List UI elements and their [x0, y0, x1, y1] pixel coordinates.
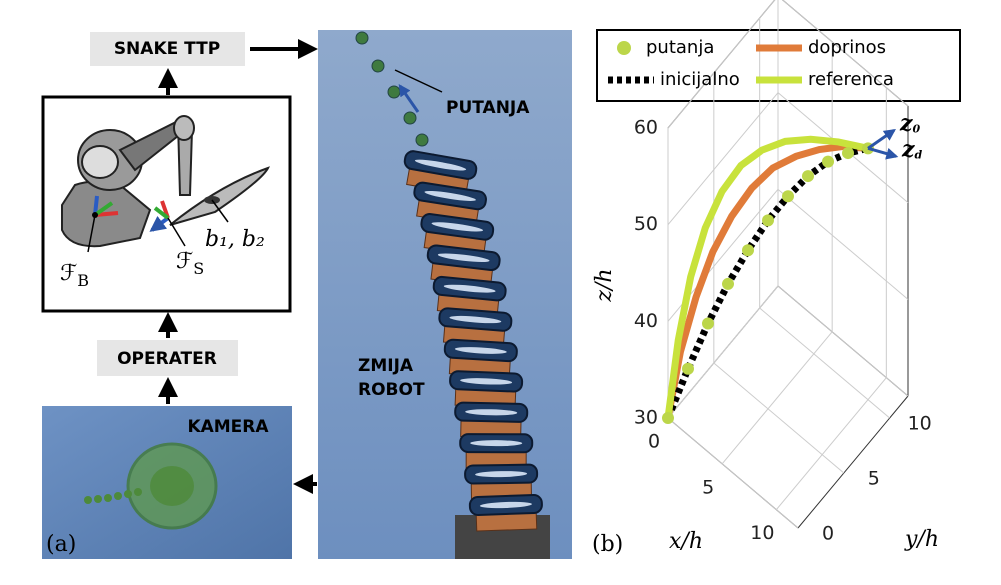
snake-segment — [464, 463, 539, 501]
x-tick-label: 5 — [702, 476, 714, 498]
y-tick-label: 0 — [822, 523, 834, 545]
panel-a-label: (a) — [46, 532, 76, 557]
operater-label: OPERATER — [117, 349, 217, 369]
data-point — [782, 190, 794, 203]
ring-hole — [460, 378, 513, 385]
frame-arrow — [867, 146, 899, 160]
panel-b-label: (b) — [592, 532, 623, 557]
panel-a: SNAKE TTP ℱB ℱS b₁, b₂ — [41, 30, 572, 559]
snake-ttp-label: SNAKE TTP — [114, 39, 220, 59]
snake-ttp-box — [90, 32, 245, 66]
z-tick-label: 30 — [634, 407, 658, 429]
data-point — [662, 412, 674, 424]
robot-illustration — [61, 115, 271, 253]
data-point — [682, 362, 694, 375]
b-label: b₁, b₂ — [205, 227, 265, 252]
path-dot — [371, 59, 385, 73]
grid-line — [667, 417, 799, 529]
legend-label: putanja — [646, 37, 714, 58]
ring-hole — [454, 347, 507, 354]
kamera-label: KAMERA — [187, 417, 269, 437]
y-tick-label: 5 — [868, 468, 880, 490]
ring-hole — [470, 440, 523, 447]
axis-box-edge — [797, 395, 909, 529]
legend-label: doprinos — [808, 37, 886, 58]
ring-hole — [475, 471, 528, 478]
snake-segment — [459, 433, 534, 469]
snake-segment — [468, 494, 543, 532]
legend-label: referenca — [808, 69, 894, 90]
snake-segment — [449, 370, 524, 409]
data-point — [702, 317, 714, 330]
x-tick-label: 10 — [750, 522, 774, 544]
y-axis-label: y/h — [904, 527, 939, 552]
frame-arrow-label: zd — [901, 136, 923, 162]
snake-segment — [420, 213, 495, 257]
frame-arrow-base: z — [899, 110, 913, 136]
operater-box — [97, 340, 238, 376]
frame-arrow-sub: d — [915, 148, 923, 161]
legend-label: inicijalno — [660, 69, 740, 90]
x-tick-label: 0 — [648, 431, 660, 453]
ring-hole — [414, 159, 467, 171]
ring-hole — [443, 284, 496, 293]
snake-segment — [443, 338, 518, 378]
ring-hole — [437, 253, 490, 263]
z-tick-label: 60 — [634, 117, 658, 139]
grid-line — [759, 307, 890, 419]
camera-scene — [84, 442, 218, 530]
direction-arrow — [398, 84, 420, 113]
path-dot — [403, 111, 417, 125]
grid-line — [721, 331, 833, 465]
ring-hole — [465, 409, 518, 416]
path-dot — [355, 31, 369, 45]
data-point — [742, 244, 754, 257]
data-point — [762, 214, 774, 227]
data-point — [822, 155, 834, 168]
frame-s-label: ℱS — [176, 249, 204, 278]
z-axis-label: z/h — [592, 268, 617, 302]
data-point — [842, 147, 854, 160]
panel-b: (b) 30 40 50 60 0 5 10 0 5 10 x/h y/h z/h doprinos ini… — [592, 0, 961, 557]
grid-line — [777, 285, 909, 397]
ring-hole — [479, 501, 532, 509]
series-line — [664, 135, 869, 419]
data-point — [722, 277, 734, 290]
putanja-label: PUTANJA — [446, 98, 530, 118]
grid-line — [667, 92, 779, 225]
x-axis-label: x/h — [669, 529, 703, 554]
ring-hole — [449, 315, 502, 324]
path-dot — [415, 133, 429, 147]
frame-arrow-sub: 0 — [913, 122, 921, 135]
series-line — [664, 143, 869, 419]
ring-hole — [431, 222, 484, 232]
path-dot — [387, 85, 401, 99]
legend-marker — [617, 41, 631, 55]
grid-line — [775, 377, 887, 510]
ring-hole — [424, 190, 476, 201]
pointer-line — [394, 69, 443, 93]
z-tick-label: 40 — [634, 310, 658, 332]
snake-robot — [355, 31, 550, 559]
robot-label: ROBOT — [358, 380, 425, 400]
frame-b-label: ℱB — [60, 261, 89, 290]
snake-segment — [454, 401, 529, 439]
z-tick-label: 50 — [634, 213, 658, 235]
zmija-label: ZMIJA — [358, 356, 414, 376]
frame-arrow — [867, 128, 896, 150]
frame-arrow-label: z0 — [899, 110, 921, 136]
grid-line — [777, 188, 909, 300]
grid-line — [713, 362, 845, 474]
data-point — [802, 170, 814, 183]
frame-arrow-base: z — [901, 136, 915, 162]
y-tick-label: 10 — [908, 413, 932, 435]
